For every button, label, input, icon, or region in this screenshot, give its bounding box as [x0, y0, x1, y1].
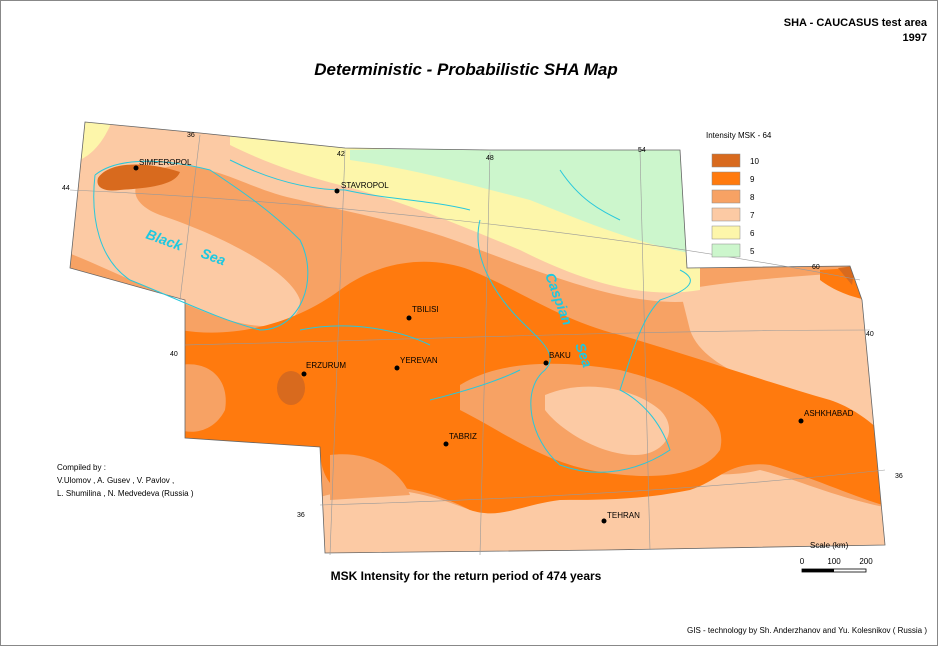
city-label: TABRIZ	[449, 432, 477, 441]
grat-label: 54	[638, 147, 646, 154]
grat-label: 48	[486, 155, 494, 162]
credit-line: Compiled by :	[57, 463, 106, 472]
zone	[838, 266, 855, 285]
header-area: SHA - CAUCASUS test area	[784, 17, 928, 29]
grat-label: 36	[895, 473, 903, 480]
meridian	[179, 134, 201, 301]
coast	[93, 160, 309, 331]
parallel	[184, 329, 871, 346]
scale-tick-label: 200	[859, 557, 873, 566]
river	[559, 169, 621, 221]
credit-line: L. Shumilina , N. Medvedeva (Russia )	[57, 489, 194, 498]
credits: Compiled by : V.Ulomov , A. Gusev , V. P…	[57, 463, 194, 498]
zone	[300, 470, 885, 553]
city-dot	[443, 441, 449, 447]
graticule	[69, 134, 886, 556]
zone	[277, 371, 305, 405]
grat-label: 40	[866, 331, 874, 338]
legend-label: 8	[750, 193, 755, 202]
legend-swatch	[711, 225, 741, 240]
scale-bar-fill	[802, 569, 834, 572]
river	[229, 159, 471, 211]
scale-tick-label: 0	[800, 557, 805, 566]
map-title: Deterministic - Probabilistic SHA Map	[314, 60, 618, 79]
legend-label: 6	[750, 229, 755, 238]
zone	[350, 140, 700, 255]
zone	[180, 364, 226, 432]
legend-label: 7	[750, 211, 755, 220]
zone	[545, 386, 670, 455]
city-dot	[406, 315, 412, 321]
parallel	[69, 189, 861, 281]
city-dot	[334, 188, 340, 194]
grat-label: 36	[187, 132, 195, 139]
city-label: ERZURUM	[306, 361, 346, 370]
graticule-labels: 36 42 48 54 60 44 40 40 36 36	[62, 132, 903, 519]
city-label: STAVROPOL	[341, 181, 389, 190]
grat-label: 36	[297, 512, 305, 519]
city-dot	[543, 360, 549, 366]
legend: Intensity MSK - 64 10 9 8 7 6 5	[706, 131, 772, 258]
grat-label: 44	[62, 185, 70, 192]
header-year: 1997	[903, 32, 927, 44]
scale-title: Scale (km)	[810, 541, 849, 550]
coastlines-rivers	[93, 159, 691, 473]
legend-swatch	[711, 243, 741, 258]
legend-label: 9	[750, 175, 755, 184]
grat-label: 42	[337, 151, 345, 158]
city-label: YEREVAN	[400, 356, 438, 365]
city-dot	[133, 165, 139, 171]
city-dot	[301, 371, 307, 377]
meridian	[479, 151, 491, 556]
legend-swatch	[711, 207, 741, 222]
legend-items: 10 9 8 7 6 5	[711, 153, 759, 258]
legend-title: Intensity MSK - 64	[706, 131, 772, 140]
city-dot	[798, 418, 804, 424]
parallel	[319, 469, 886, 506]
zone	[330, 454, 410, 500]
cities: SIMFEROPOL STAVROPOL TBILISI ERZURUM YER…	[133, 158, 854, 524]
grat-label: 60	[812, 264, 820, 271]
city-dot	[601, 518, 607, 524]
scale-bar: Scale (km) 0 100 200	[800, 541, 873, 573]
city-label: ASHKHABAD	[804, 409, 854, 418]
river	[429, 369, 521, 401]
legend-label: 10	[750, 157, 759, 166]
legend-swatch	[711, 153, 741, 168]
zone	[97, 164, 180, 191]
footer: GIS - technology by Sh. Anderzhanov and …	[687, 626, 927, 635]
legend-label: 5	[750, 247, 755, 256]
map-outline	[69, 121, 886, 554]
legend-swatch	[711, 189, 741, 204]
city-label: SIMFEROPOL	[139, 158, 192, 167]
city-dot	[394, 365, 400, 371]
meridian	[639, 149, 651, 551]
credit-line: V.Ulomov , A. Gusev , V. Pavlov ,	[57, 476, 174, 485]
meridian	[329, 149, 346, 556]
zone	[80, 122, 120, 160]
subtitle: MSK Intensity for the return period of 4…	[331, 569, 602, 583]
city-label: TEHRAN	[607, 511, 640, 520]
city-label: BAKU	[549, 351, 571, 360]
coast	[477, 219, 691, 473]
scale-tick-label: 100	[827, 557, 841, 566]
legend-swatch	[711, 171, 741, 186]
river	[299, 325, 431, 346]
grat-label: 40	[170, 351, 178, 358]
city-label: TBILISI	[412, 305, 439, 314]
